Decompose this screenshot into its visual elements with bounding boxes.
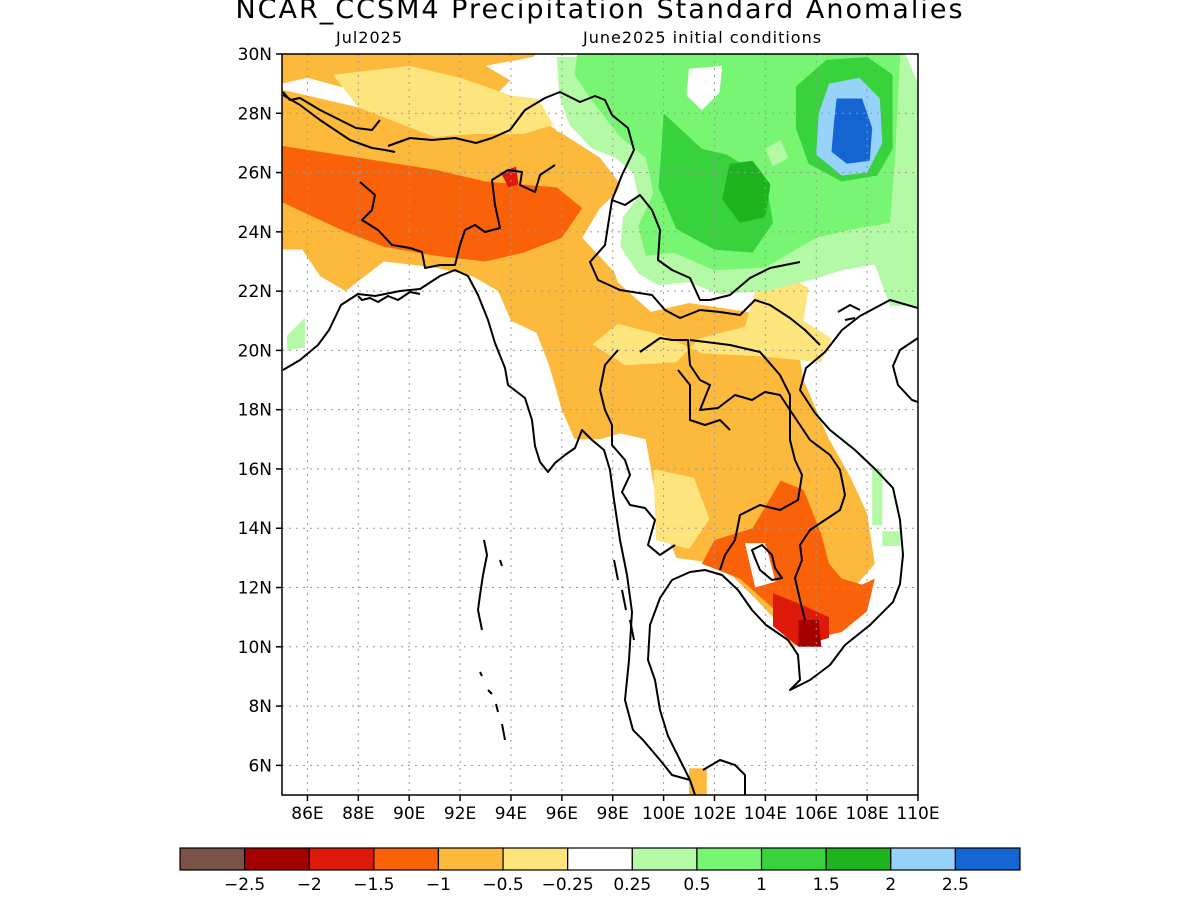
lat-label: 22N <box>238 282 272 302</box>
lat-label: 28N <box>238 104 272 124</box>
anomaly-region <box>592 273 832 366</box>
lon-label: 90E <box>393 804 425 824</box>
map-frame <box>281 53 919 796</box>
colorbar-swatch <box>954 847 1021 871</box>
lon-label: 108E <box>846 804 889 824</box>
nicobar-islands <box>479 671 506 741</box>
colorbar-label: −1 <box>426 875 451 895</box>
lat-label: 14N <box>238 519 272 539</box>
border-india-nepal <box>282 94 396 153</box>
andaman-islands-1 <box>477 539 488 631</box>
colorbar-swatch <box>567 847 633 871</box>
anomaly-region <box>332 65 562 137</box>
colorbar-swatch <box>760 847 827 871</box>
lat-label: 18N <box>238 401 272 421</box>
colorbar-swatch <box>890 847 956 871</box>
border-cambodia-vietnam <box>794 494 846 621</box>
colorbar-swatch <box>437 847 504 871</box>
lat-label: 8N <box>248 697 272 717</box>
colorbar-label: 2 <box>885 875 896 895</box>
anomaly-region <box>653 469 710 549</box>
colorbar-label: 2.5 <box>942 875 969 895</box>
lon-label: 106E <box>795 804 838 824</box>
initial-conditions: June2025 initial conditions <box>583 28 823 47</box>
colorbar-label: 0.5 <box>683 875 710 895</box>
colorbar-label: −2 <box>297 875 322 895</box>
colorbar-swatch <box>244 847 310 871</box>
lon-label: 92E <box>444 804 476 824</box>
lat-label: 20N <box>238 341 272 361</box>
coastline-east <box>892 337 918 403</box>
ganges-delta-dots <box>357 291 421 303</box>
border-laos-inner <box>639 337 846 496</box>
lon-label: 100E <box>642 804 685 824</box>
coastline-gulf-of-thailand <box>647 299 918 781</box>
lat-label: 16N <box>238 460 272 480</box>
anomaly-region <box>282 145 583 262</box>
lon-label: 94E <box>495 804 527 824</box>
colorbar-swatch <box>696 847 763 871</box>
tonle-sap <box>751 544 783 581</box>
border-myanmar-east <box>589 199 821 346</box>
lon-label: 86E <box>291 804 323 824</box>
border-india-china-east <box>509 91 801 301</box>
map-title: NCAR_CCSM4 Precipitation Standard Anomal… <box>235 0 965 25</box>
anomaly-region <box>831 98 873 164</box>
anomaly-region <box>765 140 789 167</box>
mergui-archipelago <box>613 559 635 641</box>
coastline-malay <box>689 779 696 795</box>
graticule <box>282 54 918 795</box>
andaman-islands-2 <box>499 559 503 567</box>
anomaly-region <box>882 531 901 546</box>
colorbar: −2.5 −2 −1.5 −1 −0.5 −0.25 0.25 0.5 1 1.5 2 2.5 <box>179 847 1021 895</box>
colorbar-label: 0.25 <box>613 875 651 895</box>
lat-label: 24N <box>238 223 272 243</box>
colorbar-swatch <box>631 847 698 871</box>
colorbar-label: −0.5 <box>482 875 523 895</box>
colorbar-label: −2.5 <box>224 875 265 895</box>
lon-label: 110E <box>896 804 939 824</box>
anomaly-region <box>798 620 822 647</box>
anomaly-region <box>701 480 875 638</box>
lon-label: 88E <box>342 804 374 824</box>
lon-label: 96E <box>546 804 578 824</box>
colorbar-swatch <box>373 847 440 871</box>
colorbar-label: −0.25 <box>542 875 594 895</box>
lat-label: 6N <box>248 756 272 776</box>
colorbar-swatch <box>502 847 569 871</box>
lat-label: 30N <box>238 45 272 65</box>
anomaly-shading <box>282 54 918 795</box>
lat-label: 12N <box>238 579 272 599</box>
lon-label: 98E <box>597 804 629 824</box>
border-nepal-north <box>282 91 381 131</box>
colorbar-label: −1.5 <box>353 875 394 895</box>
border-bangladesh <box>359 164 556 269</box>
lon-label: 104E <box>744 804 787 824</box>
anomaly-region <box>287 317 305 351</box>
anomaly-region <box>872 469 883 526</box>
anomaly-region <box>722 160 771 223</box>
coastlines-and-borders <box>282 91 918 795</box>
border-laos-thailand <box>599 349 676 556</box>
latitude-labels: 30N 28N 26N 24N 22N 20N 18N 16N 14N 12N 10N 8N 6N <box>238 45 282 776</box>
border-bhutan <box>387 129 511 147</box>
colorbar-swatch <box>308 847 375 871</box>
colorbar-label: 1 <box>756 875 767 895</box>
border-shan <box>677 369 731 431</box>
colorbar-swatch <box>825 847 892 871</box>
colorbar-label: 1.5 <box>813 875 840 895</box>
lat-label: 26N <box>238 164 272 184</box>
lon-label: 102E <box>693 804 736 824</box>
lat-label: 10N <box>238 638 272 658</box>
anomaly-region <box>689 768 707 795</box>
coastline-south-vietnam-east <box>702 759 746 795</box>
colorbar-swatch <box>179 847 246 871</box>
forecast-month: Jul2025 <box>336 28 404 47</box>
vietnam-gulf-islands <box>837 304 861 321</box>
longitude-labels: 86E 88E 90E 92E 94E 96E 98E 100E 102E 104E 106E 108… <box>291 795 940 824</box>
border-thailand-cambodia <box>689 339 803 571</box>
anomaly-region <box>686 65 723 111</box>
coastline-bay-of-bengal <box>282 269 691 781</box>
